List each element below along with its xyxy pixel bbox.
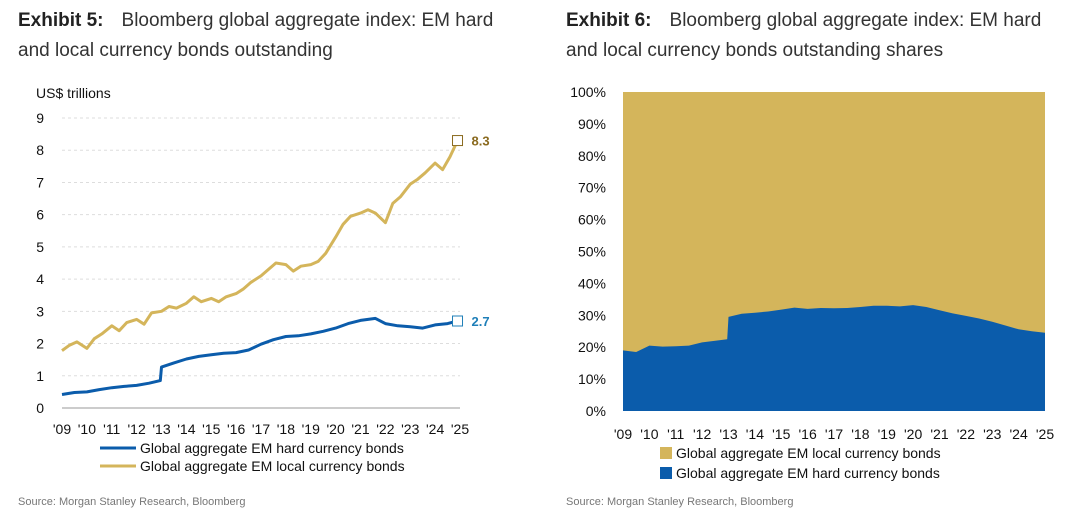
y-tick-label: 7	[36, 174, 44, 190]
exhibit-5-panel: Exhibit 5: Bloomberg global aggregate ind…	[0, 0, 530, 526]
y-tick-label: 1	[36, 368, 44, 384]
y-tick-label: 50%	[578, 244, 606, 260]
y-tick-label: 2	[36, 336, 44, 352]
end-marker-hard	[452, 315, 464, 327]
x-tick-label: '14	[177, 421, 195, 437]
exhibit-6-title-text: Bloomberg global aggregate index: EM har…	[566, 10, 1042, 61]
x-tick-label: '25	[451, 421, 469, 437]
y-tick-label: 0%	[586, 403, 606, 419]
x-tick-label: '20	[327, 421, 345, 437]
exhibit-6-source: Source: Morgan Stanley Research, Bloombe…	[566, 496, 794, 508]
x-tick-label: '19	[878, 426, 896, 442]
x-tick-label: '17	[825, 426, 843, 442]
exhibit-5-title: Exhibit 5: Bloomberg global aggregate ind…	[18, 6, 518, 66]
y-tick-label: 40%	[578, 275, 606, 291]
y-tick-label: 80%	[578, 148, 606, 164]
y-tick-label: 20%	[578, 339, 606, 355]
x-tick-label: '18	[851, 426, 869, 442]
x-tick-label: '16	[799, 426, 817, 442]
y-tick-label: 8	[36, 142, 44, 158]
x-tick-label: '25	[1036, 426, 1054, 442]
y-tick-label: 3	[36, 303, 44, 319]
y-tick-label: 70%	[578, 180, 606, 196]
x-tick-label: '15	[772, 426, 790, 442]
y-tick-label: 90%	[578, 116, 606, 132]
y-tick-label: 4	[36, 271, 44, 287]
exhibit-6-title: Exhibit 6: Bloomberg global aggregate ind…	[566, 6, 1066, 66]
end-label-local: 8.3	[472, 134, 490, 149]
y-tick-label: 0	[36, 400, 44, 416]
y-tick-label: 100%	[570, 84, 606, 100]
x-tick-label: '24	[1010, 426, 1028, 442]
exhibit-6-panel: Exhibit 6: Bloomberg global aggregate ind…	[548, 0, 1078, 526]
x-tick-label: '16	[227, 421, 245, 437]
x-tick-label: '12	[693, 426, 711, 442]
area-hard-currency	[623, 305, 1045, 411]
y-tick-label: 5	[36, 239, 44, 255]
area-chart-bonds-shares: 0% 10% 20% 30% 40% 50% 60% 70% 80% 90% 100% '09 '10 '…	[570, 84, 1054, 481]
x-tick-label: '12	[128, 421, 146, 437]
legend-label-local: Global aggregate EM local currency bonds	[676, 445, 941, 461]
y-axis-label: US$ trillions	[36, 85, 111, 101]
x-tick-label: '23	[401, 421, 419, 437]
x-tick-label: '13	[719, 426, 737, 442]
exhibit-5-source: Source: Morgan Stanley Research, Bloombe…	[18, 496, 246, 508]
x-tick-label: '15	[202, 421, 220, 437]
x-tick-label: '11	[667, 426, 684, 442]
y-tick-label: 60%	[578, 212, 606, 228]
x-tick-label: '17	[252, 421, 270, 437]
x-tick-label: '10	[78, 421, 96, 437]
x-tick-label: '21	[930, 426, 948, 442]
exhibit-5-label: Exhibit 5:	[18, 10, 104, 31]
legend-label-hard: Global aggregate EM hard currency bonds	[676, 465, 940, 481]
series-line-hard-currency	[61, 316, 458, 396]
x-tick-label: '13	[152, 421, 170, 437]
end-label-hard: 2.7	[472, 314, 490, 329]
x-tick-label: '24	[426, 421, 444, 437]
legend-label-local: Global aggregate EM local currency bonds	[140, 458, 405, 474]
x-tick-label: '09	[614, 426, 632, 442]
x-tick-label: '20	[904, 426, 922, 442]
y-tick-label: 6	[36, 207, 44, 223]
exhibit-5-title-text: Bloomberg global aggregate index: EM har…	[18, 10, 494, 61]
x-tick-label: '21	[351, 421, 369, 437]
legend-label-hard: Global aggregate EM hard currency bonds	[140, 440, 404, 456]
exhibit-6-label: Exhibit 6:	[566, 10, 652, 31]
y-tick-label: 30%	[578, 307, 606, 323]
legend-swatch-local	[660, 447, 672, 459]
y-tick-label: 10%	[578, 371, 606, 387]
x-tick-label: '18	[277, 421, 295, 437]
line-chart-bonds-outstanding: US$ trillions 0 1 2 3 4 5 6 7 8 9 '09 '10 '11 '12 '13 '1…	[36, 85, 490, 474]
y-tick-label: 9	[36, 110, 44, 126]
x-tick-label: '22	[376, 421, 394, 437]
series-line-local-currency	[61, 139, 459, 352]
x-tick-label: '14	[746, 426, 764, 442]
x-tick-label: '11	[103, 421, 120, 437]
x-tick-label: '23	[983, 426, 1001, 442]
x-tick-label: '19	[302, 421, 320, 437]
end-marker-local	[452, 135, 464, 147]
x-tick-label: '22	[957, 426, 975, 442]
x-tick-label: '10	[640, 426, 658, 442]
legend-swatch-hard	[660, 467, 672, 479]
x-tick-label: '09	[53, 421, 71, 437]
